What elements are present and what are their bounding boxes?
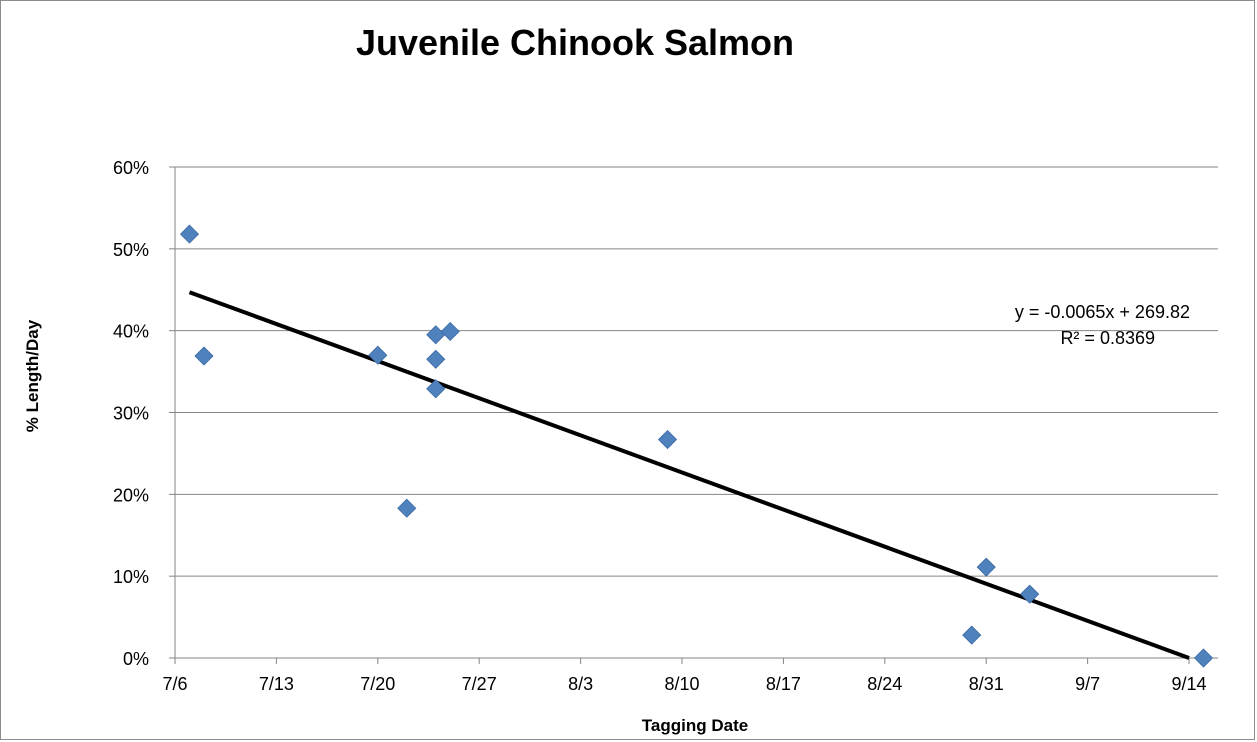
x-tick-label: 8/3 — [568, 674, 593, 694]
x-tick-label: 8/10 — [664, 674, 699, 694]
data-point — [426, 349, 446, 369]
data-point — [426, 325, 446, 345]
x-tick-label: 7/20 — [360, 674, 395, 694]
data-point — [179, 224, 200, 244]
data-point — [1193, 648, 1214, 668]
x-tick-label: 9/14 — [1172, 674, 1207, 694]
y-tick-label: 0% — [123, 649, 149, 669]
x-tick-label: 8/31 — [969, 674, 1004, 694]
x-axis-label: Tagging Date — [641, 716, 749, 735]
trendline-r-squared: R² = 0.8369 — [1060, 328, 1155, 348]
trendline — [188, 290, 1190, 660]
trendline-equation-box: y = -0.0065x + 269.82 R² = 0.8369 — [1015, 299, 1190, 351]
x-tick-label: 7/6 — [162, 674, 187, 694]
trendline-equation: y = -0.0065x + 269.82 — [1014, 302, 1190, 322]
data-point — [368, 345, 388, 365]
x-tick-label: 7/27 — [462, 674, 497, 694]
data-point — [657, 429, 678, 450]
data-point — [962, 625, 982, 645]
data-point — [976, 557, 996, 577]
x-tick-label: 8/17 — [766, 674, 801, 694]
y-tick-label: 40% — [113, 322, 149, 342]
y-tick-label: 20% — [113, 485, 149, 505]
chart-title: Juvenile Chinook Salmon — [355, 22, 795, 63]
data-point — [426, 379, 446, 399]
x-tick-label: 8/24 — [867, 674, 902, 694]
y-tick-label: 10% — [113, 567, 149, 587]
y-tick-label: 50% — [113, 240, 149, 260]
data-point — [440, 321, 460, 342]
y-tick-label: 60% — [113, 158, 149, 178]
data-point — [397, 498, 417, 518]
x-tick-label: 7/13 — [259, 674, 294, 694]
y-tick-label: 30% — [113, 404, 149, 424]
data-point — [1020, 584, 1040, 604]
data-point — [194, 346, 214, 366]
x-tick-label: 9/7 — [1075, 674, 1100, 694]
